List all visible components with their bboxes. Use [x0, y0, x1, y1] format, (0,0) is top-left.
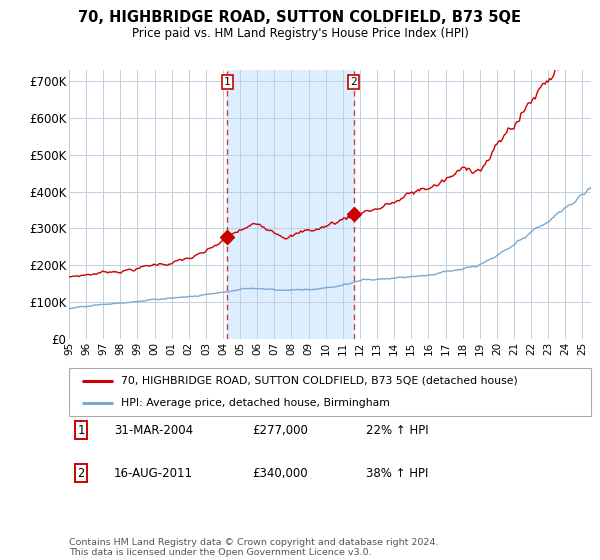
Text: 1: 1 [77, 423, 85, 437]
Bar [227, 70, 353, 339]
Text: 1: 1 [224, 77, 230, 87]
Text: 2: 2 [350, 77, 357, 87]
Text: 38% ↑ HPI: 38% ↑ HPI [366, 466, 428, 480]
Text: 70, HIGHBRIDGE ROAD, SUTTON COLDFIELD, B73 5QE: 70, HIGHBRIDGE ROAD, SUTTON COLDFIELD, B… [79, 11, 521, 25]
Text: £277,000: £277,000 [252, 423, 308, 437]
Text: 2: 2 [77, 466, 85, 480]
Text: 22% ↑ HPI: 22% ↑ HPI [366, 423, 428, 437]
Text: 31-MAR-2004: 31-MAR-2004 [114, 423, 193, 437]
Text: 16-AUG-2011: 16-AUG-2011 [114, 466, 193, 480]
Text: 70, HIGHBRIDGE ROAD, SUTTON COLDFIELD, B73 5QE (detached house): 70, HIGHBRIDGE ROAD, SUTTON COLDFIELD, B… [121, 376, 518, 386]
Text: Contains HM Land Registry data © Crown copyright and database right 2024.
This d: Contains HM Land Registry data © Crown c… [69, 538, 439, 557]
Text: £340,000: £340,000 [252, 466, 308, 480]
Text: HPI: Average price, detached house, Birmingham: HPI: Average price, detached house, Birm… [121, 398, 390, 408]
Text: Price paid vs. HM Land Registry's House Price Index (HPI): Price paid vs. HM Land Registry's House … [131, 27, 469, 40]
